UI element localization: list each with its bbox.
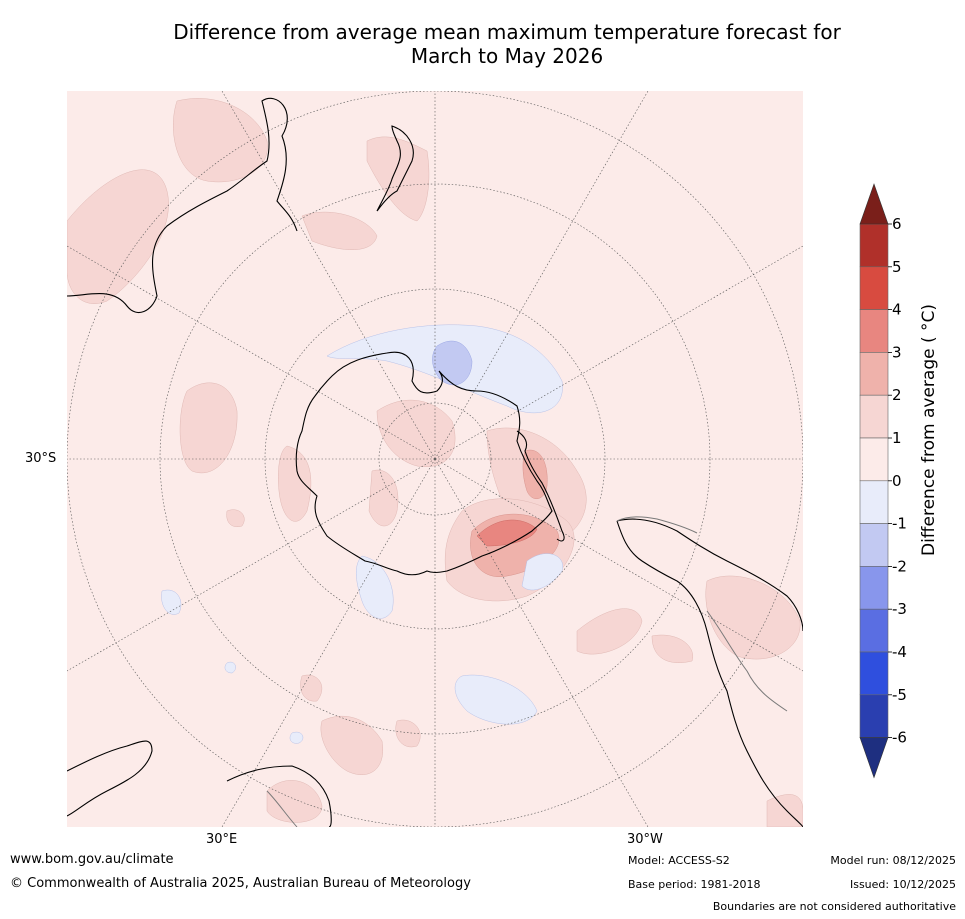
colorbar-tick-label: 3 xyxy=(892,343,902,361)
colorbar-segment xyxy=(859,223,889,268)
lat-label-30s: 30°S xyxy=(25,451,57,466)
model-name: Model: ACCESS-S2 xyxy=(628,854,730,867)
colorbar-extend-min xyxy=(859,737,889,779)
colorbar-segment xyxy=(859,523,889,567)
colorbar-segment xyxy=(859,352,889,396)
new-zealand-coast xyxy=(376,125,414,212)
issued-date: Issued: 10/12/2025 xyxy=(849,878,956,891)
coastlines-secondary xyxy=(266,516,788,827)
colorbar-tick-label: -6 xyxy=(892,729,907,747)
colorbar-tick-label: -2 xyxy=(892,557,907,575)
graticule xyxy=(67,91,803,827)
polar-map xyxy=(67,91,803,827)
coastlines xyxy=(67,97,803,827)
colorbar-tick-label: 5 xyxy=(892,258,902,276)
colorbar-tick-label: 0 xyxy=(892,472,902,490)
colorbar: 6 5 4 3 2 1 0 -1 -2 -3 -4 -5 -6 Difference from aver… xyxy=(840,180,960,790)
colorbar-segment xyxy=(859,608,889,653)
colorbar-segment xyxy=(859,437,889,482)
colorbar-segment xyxy=(859,266,889,310)
lon-label-30e: 30°E xyxy=(206,832,238,847)
colorbar-segment xyxy=(859,309,889,353)
australia-coast xyxy=(67,97,298,314)
colorbar-tick-label: 6 xyxy=(892,215,902,233)
colorbar-tick-label: -4 xyxy=(892,643,907,661)
model-run: Model run: 08/12/2025 xyxy=(830,854,956,867)
title-line-2: March to May 2026 xyxy=(410,44,604,68)
colorbar-extend-max xyxy=(859,183,889,225)
base-period: Base period: 1981-2018 xyxy=(628,878,761,891)
colorbar-tick-label: 1 xyxy=(892,429,902,447)
boundary-disclaimer: Boundaries are not considered authoritat… xyxy=(712,900,956,913)
warm-anomaly-strong xyxy=(476,519,538,547)
colorbar-segment xyxy=(859,566,889,610)
antarctica-coast xyxy=(295,351,553,576)
colorbar-segment xyxy=(859,480,889,524)
colorbar-tick-label: -5 xyxy=(892,686,907,704)
colorbar-segment xyxy=(859,694,889,738)
africa-coast xyxy=(67,740,332,827)
colorbar-segment xyxy=(859,651,889,696)
website-link[interactable]: www.bom.gov.au/climate xyxy=(10,852,174,867)
title-line-1: Difference from average mean maximum tem… xyxy=(173,20,841,44)
colorbar-tick-label: -3 xyxy=(892,600,907,618)
map-title: Difference from average mean maximum tem… xyxy=(60,20,954,68)
colorbar-label: Difference from average ( °C) xyxy=(919,304,939,556)
colorbar-segment xyxy=(859,394,889,439)
antarctic-peninsula-coast xyxy=(516,430,565,542)
colorbar-tick-label: 4 xyxy=(892,301,902,319)
south-america-coast xyxy=(616,518,803,827)
colorbar-tick-label: -1 xyxy=(892,515,907,533)
colorbar-tick-label: 2 xyxy=(892,386,902,404)
copyright: © Commonwealth of Australia 2025, Austra… xyxy=(10,876,471,891)
lon-label-30w: 30°W xyxy=(627,832,663,847)
